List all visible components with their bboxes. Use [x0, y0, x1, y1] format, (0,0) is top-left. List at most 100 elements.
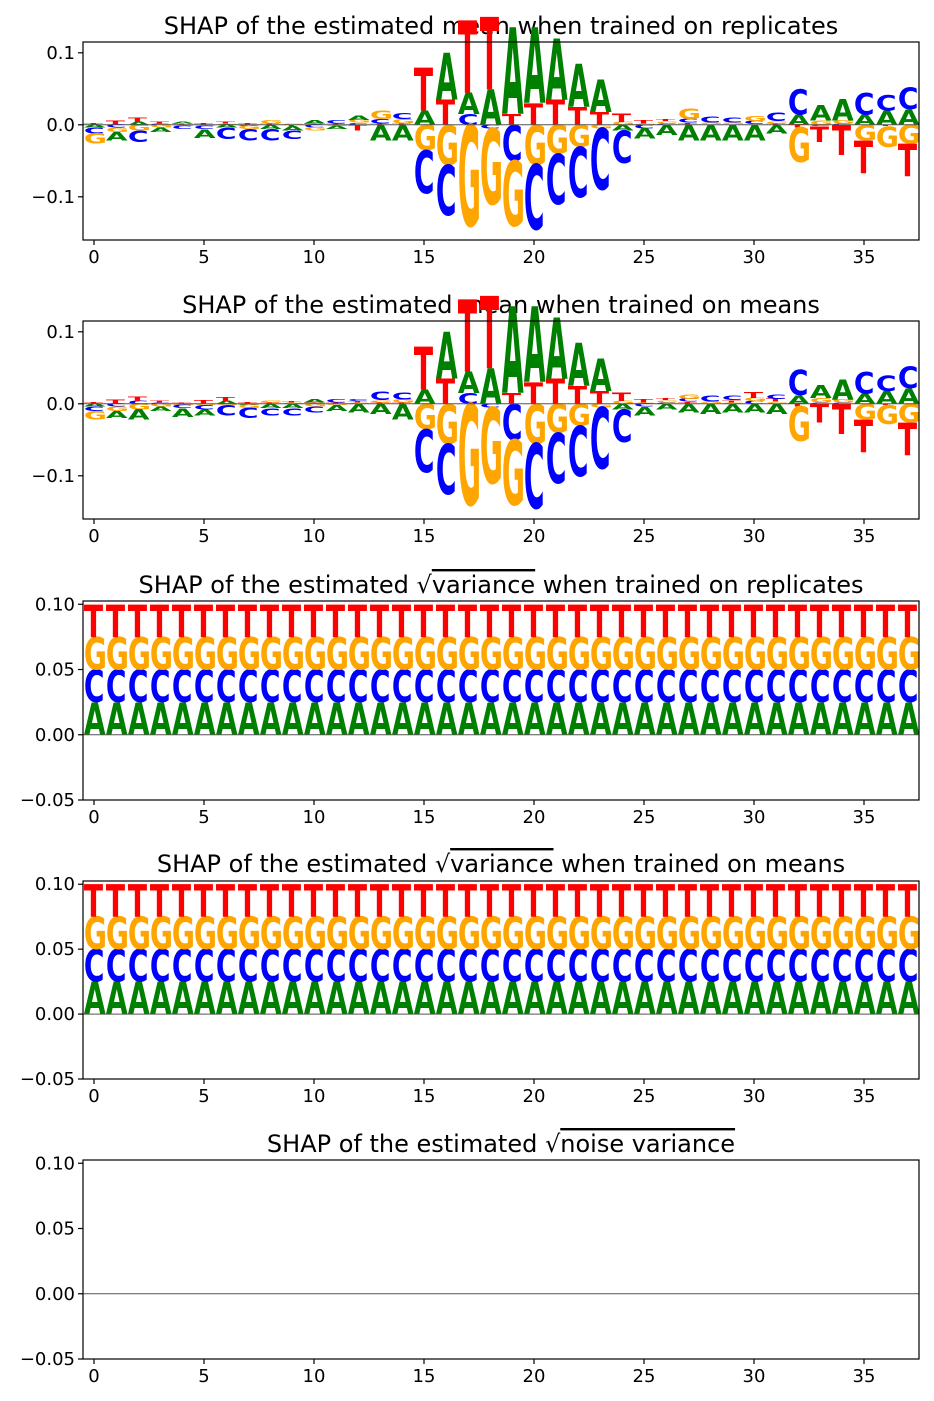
- logo-letter-T-p1-pos1: T: [106, 398, 125, 405]
- logo-letter-A-p2-pos8: A: [260, 693, 282, 746]
- logo-letter-G-p0-pos24: G: [612, 121, 635, 126]
- logo-letter-G-p0-pos19: G: [502, 143, 525, 247]
- logo-letter-G-p0-pos28: G: [700, 122, 723, 124]
- x-tick-label: 10: [303, 247, 326, 268]
- x-tick-label: 15: [413, 807, 436, 828]
- logo-letter-G-p3-pos28: G: [700, 907, 723, 960]
- logo-letter-T-p2-pos8: T: [260, 595, 280, 648]
- logo-letter-G-p3-pos13: G: [370, 907, 393, 960]
- y-tick-label: 0.10: [35, 874, 75, 895]
- logo-letter-A-p3-pos2: A: [128, 972, 150, 1025]
- logo-letter-C-p3-pos15: C: [414, 940, 435, 993]
- logo-letter-T-p1-pos15: T: [414, 334, 433, 403]
- logo-letter-A-p2-pos16: A: [436, 693, 458, 746]
- logo-letters: TACGTCGACTGACTGATGCATGCAATGCTAGCTGACGTAC…: [84, 278, 921, 538]
- logo-letter-G-p0-pos9: G: [282, 123, 305, 125]
- logo-letter-T-p0-pos5: T: [194, 122, 214, 126]
- logo-letter-G-p1-pos13: G: [370, 400, 393, 404]
- logo-letter-C-p0-pos0: C: [84, 126, 105, 135]
- logo-letter-T-p3-pos20: T: [524, 875, 544, 928]
- logo-letter-A-p3-pos17: A: [458, 972, 480, 1025]
- logo-letter-C-p3-pos29: C: [722, 940, 743, 993]
- logo-letter-T-p0-pos36: T: [876, 124, 896, 126]
- panel-title: SHAP of the estimated mean when trained …: [182, 291, 820, 319]
- logo-letter-T-p2-pos0: T: [84, 595, 104, 648]
- logo-letter-G-p0-pos21: G: [546, 118, 569, 164]
- logo-letter-C-p0-pos12: C: [348, 122, 369, 126]
- y-tick-label: −0.1: [31, 187, 75, 208]
- logo-letter-T-p0-pos27: T: [678, 122, 698, 126]
- logo-letter-G-p0-pos22: G: [568, 119, 591, 154]
- logo-letter-A-p3-pos36: A: [876, 972, 898, 1025]
- logo-letter-T-p2-pos22: T: [568, 595, 588, 648]
- logo-letter-A-p3-pos20: A: [524, 972, 546, 1025]
- logo-letter-T-p1-pos17: T: [458, 282, 477, 396]
- x-tick-label: 0: [88, 1366, 99, 1387]
- logo-letter-G-p2-pos21: G: [546, 628, 569, 681]
- logo-letter-C-p1-pos12: C: [348, 398, 369, 402]
- logo-letter-C-p0-pos34: C: [832, 123, 853, 125]
- logo-letter-T-p0-pos10: T: [304, 123, 324, 125]
- logo-letter-T-p0-pos33: T: [810, 122, 829, 147]
- logo-letter-C-p2-pos30: C: [744, 660, 765, 713]
- logo-letter-C-p0-pos13: C: [370, 118, 391, 125]
- logo-letter-A-p2-pos3: A: [150, 693, 172, 746]
- logo-letter-C-p0-pos1: C: [106, 124, 127, 129]
- logo-letter-G-p3-pos2: G: [128, 907, 151, 960]
- logo-letter-A-p3-pos15: A: [414, 972, 436, 1025]
- logo-letter-A-p1-pos23: A: [590, 350, 612, 401]
- logo-letter-C-p1-pos21: C: [546, 420, 567, 500]
- logo-letter-G-p3-pos15: G: [414, 907, 437, 960]
- logo-letter-A-p0-pos16: A: [436, 40, 458, 115]
- logo-letter-A-p1-pos17: A: [458, 365, 480, 400]
- logo-letter-A-p2-pos11: A: [326, 693, 348, 746]
- logo-letter-T-p1-pos11: T: [326, 402, 346, 404]
- x-tick-label: 5: [198, 1366, 209, 1387]
- logo-letter-G-p3-pos37: G: [898, 907, 921, 960]
- logo-letter-C-p2-pos32: C: [788, 660, 809, 713]
- logo-letter-C-p3-pos37: C: [898, 940, 919, 993]
- logo-letter-C-p2-pos1: C: [106, 660, 127, 713]
- logo-letter-C-p2-pos7: C: [238, 660, 259, 713]
- logo-letter-G-p0-pos11: G: [326, 124, 349, 126]
- logo-letter-C-p0-pos15: C: [414, 138, 435, 207]
- logo-letter-A-p3-pos19: A: [502, 972, 524, 1025]
- logo-letter-A-p2-pos28: A: [700, 693, 722, 746]
- logo-letter-C-p0-pos24: C: [612, 122, 633, 173]
- logo-letter-G-p1-pos23: G: [590, 403, 613, 409]
- logo-letter-G-p1-pos3: G: [150, 403, 173, 408]
- logo-letter-G-p1-pos25: G: [634, 402, 657, 404]
- logo-letter-C-p3-pos34: C: [832, 940, 853, 993]
- logo-letter-T-p1-pos13: T: [370, 402, 390, 404]
- logo-letter-A-p3-pos29: A: [722, 972, 744, 1025]
- logo-letter-A-p1-pos26: A: [656, 402, 678, 411]
- logo-letter-G-p1-pos16: G: [436, 394, 459, 457]
- logo-letter-T-p0-pos21: T: [546, 94, 566, 133]
- x-tick-label: 5: [198, 526, 209, 547]
- logo-letter-G-p3-pos5: G: [194, 907, 217, 960]
- logo-letter-A-p3-pos3: A: [150, 972, 172, 1025]
- logo-letter-A-p0-pos27: A: [678, 121, 700, 146]
- panel-title-sqrt-term: noise variance: [560, 1130, 735, 1158]
- logo-letter-A-p1-pos14: A: [392, 400, 414, 425]
- logo-letter-C-p3-pos33: C: [810, 940, 831, 993]
- logo-letter-T-p1-pos35: T: [854, 411, 874, 462]
- y-tick-label: 0.05: [35, 1219, 75, 1240]
- logo-letter-C-p3-pos23: C: [590, 940, 611, 993]
- logo-letter-C-p3-pos30: C: [744, 940, 765, 993]
- logo-letter-C-p3-pos10: C: [304, 940, 325, 993]
- panel-title: SHAP of the estimated mean when trained …: [164, 12, 838, 40]
- logo-letter-C-p1-pos11: C: [326, 399, 347, 404]
- logo-letter-G-p0-pos25: G: [634, 123, 657, 125]
- logo-letter-G-p2-pos35: G: [854, 628, 877, 681]
- logo-letter-T-p2-pos1: T: [106, 595, 126, 648]
- logo-letter-C-p2-pos16: C: [436, 660, 457, 713]
- logo-letter-A-p3-pos9: A: [282, 972, 304, 1025]
- logo-letter-T-p0-pos26: T: [656, 118, 676, 122]
- y-tick-label: 0.05: [35, 939, 75, 960]
- logo-letter-A-p3-pos1: A: [106, 972, 128, 1025]
- logo-letter-T-p3-pos6: T: [216, 875, 236, 928]
- logo-letter-T-p1-pos12: T: [348, 401, 368, 403]
- logo-letter-T-p1-pos32: T: [788, 403, 808, 408]
- logo-letter-C-p1-pos37: C: [898, 360, 919, 395]
